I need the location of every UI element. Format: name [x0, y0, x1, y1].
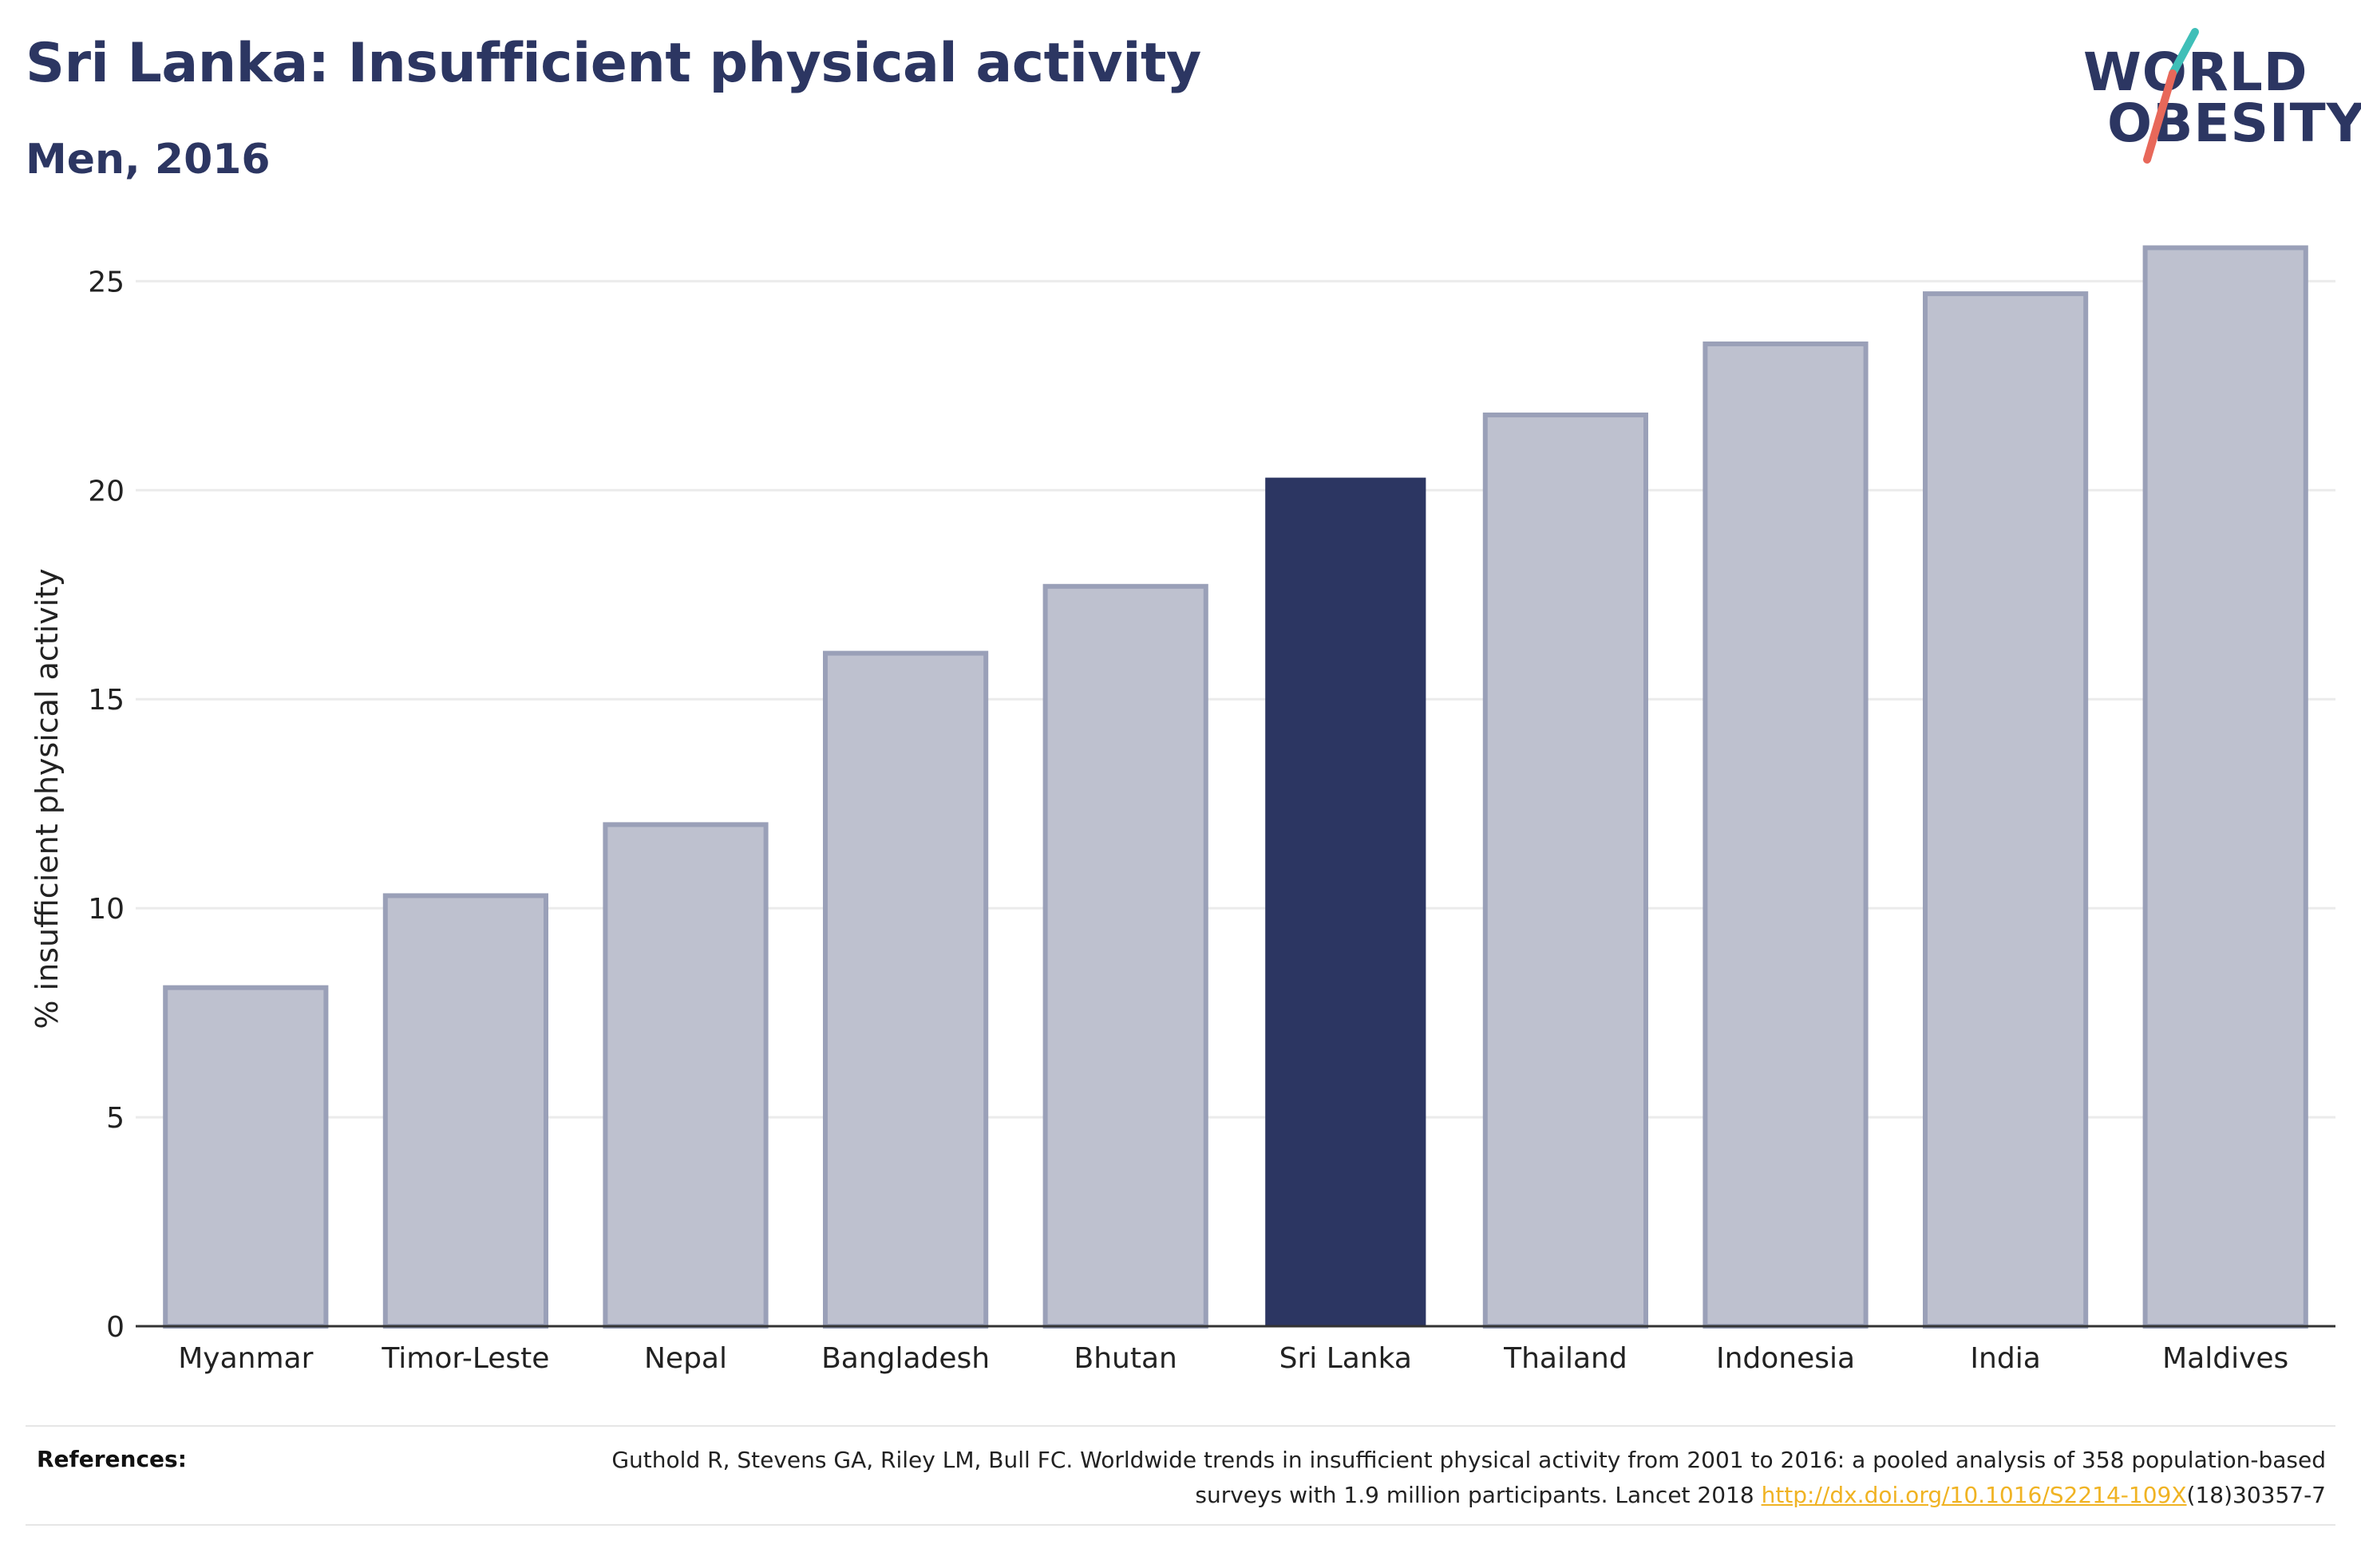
bar-timor-leste — [382, 893, 548, 1329]
bar-chart: 0 5 10 15 20 25 Myanmar Timor-Leste Nepal Bangla… — [30, 245, 2335, 1375]
bar-nepal — [603, 822, 769, 1329]
bar-maldives — [2142, 245, 2308, 1329]
x-tick-label: Timor-Leste — [381, 1342, 549, 1375]
x-tick-label: India — [1970, 1342, 2040, 1375]
x-tick-labels: Myanmar Timor-Leste Nepal Bangladesh Bhutan S… — [178, 1342, 2288, 1375]
y-tick-label: 25 — [88, 266, 125, 298]
x-tick-label: Nepal — [644, 1342, 727, 1375]
bars — [163, 245, 2308, 1329]
y-tick-label: 20 — [88, 475, 125, 508]
bar-bangladesh — [823, 650, 989, 1329]
chart-title: Sri Lanka: Insufficient physical activit… — [26, 32, 1201, 95]
x-tick-label: Thailand — [1503, 1342, 1627, 1375]
logo-slash-icon — [2143, 28, 2199, 164]
x-tick-label: Bhutan — [1074, 1342, 1177, 1375]
bar-myanmar — [163, 985, 329, 1329]
y-tick-label: 15 — [88, 684, 125, 717]
chart-subtitle: Men, 2016 — [26, 136, 271, 184]
x-tick-label: Sri Lanka — [1279, 1342, 1412, 1375]
bar-bhutan — [1042, 583, 1208, 1329]
logo-word-world: WORLD — [2083, 41, 2308, 103]
reference-doi-link[interactable]: http://dx.doi.org/10.1016/S2214-109X — [1761, 1482, 2187, 1508]
y-tick-labels: 0 5 10 15 20 25 — [88, 266, 125, 1344]
y-tick-label: 10 — [88, 893, 125, 926]
bar-india — [1923, 291, 2089, 1329]
bar-thailand — [1482, 413, 1648, 1329]
reference-citation-suffix: (18)30357-7 — [2186, 1482, 2326, 1508]
x-tick-label: Myanmar — [178, 1342, 313, 1375]
references-label: References: — [37, 1446, 187, 1472]
x-tick-label: Maldives — [2162, 1342, 2288, 1375]
y-tick-label: 0 — [106, 1311, 125, 1344]
y-axis-label: % insufficient physical activity — [30, 568, 65, 1029]
reference-citation: Guthold R, Stevens GA, Riley LM, Bull FC… — [611, 1447, 2326, 1508]
x-tick-label: Indonesia — [1716, 1342, 1855, 1375]
references-text: Guthold R, Stevens GA, Riley LM, Bull FC… — [570, 1443, 2326, 1513]
y-tick-label: 5 — [106, 1102, 125, 1135]
x-tick-label: Bangladesh — [821, 1342, 990, 1375]
references-divider-top — [26, 1425, 2335, 1427]
references-divider-bottom — [26, 1524, 2335, 1526]
world-obesity-logo: WORLD OBESITY — [2083, 24, 2361, 168]
bar-indonesia — [1703, 341, 1869, 1329]
bar-sri-lanka — [1265, 477, 1426, 1326]
